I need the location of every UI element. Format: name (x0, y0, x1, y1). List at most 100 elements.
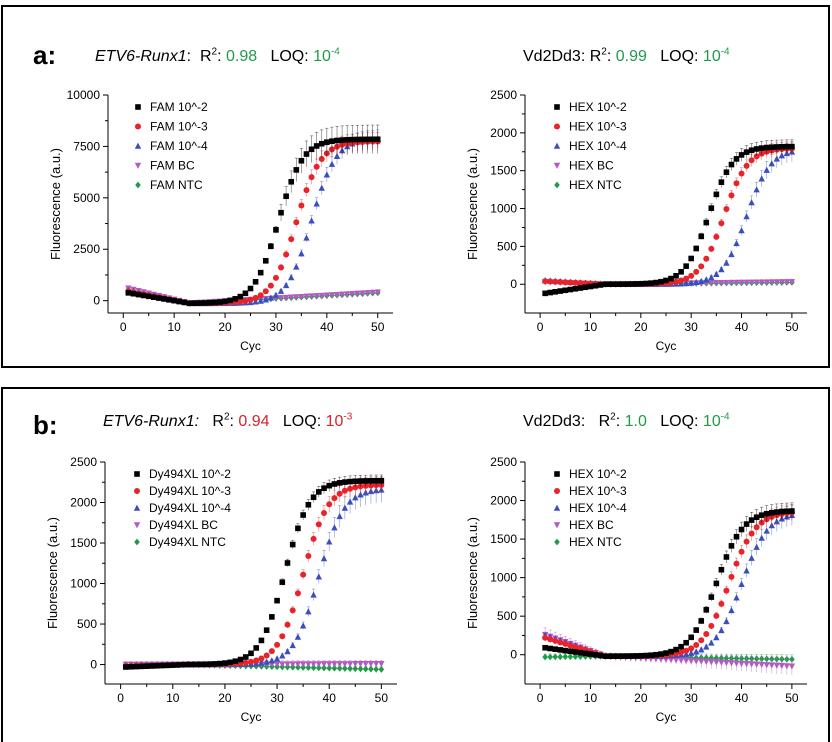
x-axis-label: Cyc (241, 710, 262, 724)
y-tick-label: 500 (77, 617, 97, 631)
y-tick-label: 1000 (490, 202, 517, 216)
data-point (248, 286, 254, 292)
data-point (176, 299, 182, 305)
r2-label: R (599, 413, 611, 430)
data-point (321, 661, 327, 667)
data-point (319, 141, 325, 147)
y-tick-label: 2000 (490, 126, 517, 140)
data-point (321, 510, 327, 516)
data-point (311, 494, 317, 500)
data-point (552, 289, 558, 295)
data-point (709, 205, 715, 211)
loq-label: LOQ: (660, 48, 698, 65)
data-point (378, 661, 384, 667)
data-point (295, 634, 301, 640)
data-point (729, 162, 735, 168)
legend-label: FAM 10^-3 (150, 120, 208, 134)
data-point (342, 661, 348, 667)
x-tick-label: 0 (120, 320, 127, 334)
loq-label: LOQ: (270, 48, 308, 65)
data-point (693, 246, 699, 252)
data-point (708, 639, 714, 645)
data-point (779, 144, 785, 150)
data-point (738, 227, 744, 233)
legend-marker (134, 488, 140, 494)
data-point (643, 653, 649, 659)
legend-marker (134, 539, 140, 546)
x-tick-label: 0 (117, 691, 124, 705)
legend-label: Dy494XL BC (149, 518, 218, 532)
x-tick-label: 10 (166, 691, 180, 705)
data-point (668, 649, 674, 655)
data-point (668, 276, 674, 282)
data-point (728, 251, 734, 257)
r2-value: 1.0 (625, 413, 647, 430)
data-point (598, 282, 604, 288)
data-point (744, 149, 750, 155)
r2-label: R (200, 48, 212, 65)
data-point (319, 185, 325, 191)
data-point (739, 170, 745, 176)
data-point (749, 157, 755, 163)
data-point (703, 631, 709, 637)
data-point (308, 217, 314, 223)
data-point (358, 478, 364, 484)
data-point (723, 206, 729, 212)
data-point (643, 281, 649, 287)
data-point (758, 535, 764, 541)
data-point (739, 152, 745, 158)
data-point (728, 192, 734, 198)
data-point (708, 246, 714, 252)
data-point (723, 588, 729, 594)
data-point (552, 653, 558, 660)
data-point (368, 478, 374, 484)
data-point (557, 647, 563, 653)
chart-a-left: 0 10 20 30 40 50025005000750010000CycFluoresc… (20, 80, 400, 365)
data-point (278, 210, 284, 216)
data-point (683, 263, 689, 269)
data-point (217, 299, 223, 305)
data-point (603, 281, 609, 287)
data-point (253, 658, 259, 664)
data-point (718, 627, 724, 633)
data-point (618, 653, 624, 659)
data-point (608, 653, 614, 659)
data-point (370, 136, 376, 142)
legend-marker (554, 505, 560, 511)
data-point (357, 661, 363, 667)
data-point (713, 634, 719, 640)
data-point (149, 663, 155, 669)
data-point (743, 213, 749, 219)
data-point (749, 147, 755, 153)
data-point (283, 193, 289, 199)
legend-label: HEX 10^-4 (569, 139, 627, 153)
data-point (693, 627, 699, 633)
legend-marker (554, 539, 560, 546)
loq-value: 10-3 (326, 413, 353, 430)
legend-label: HEX 10^-4 (569, 501, 627, 515)
data-point (248, 659, 254, 665)
legend-marker (554, 163, 560, 169)
legend-marker (554, 488, 560, 494)
data-point (278, 288, 284, 294)
data-point (663, 650, 669, 656)
legend-label: Dy494XL NTC (149, 535, 226, 549)
data-point (688, 645, 694, 651)
data-point (263, 288, 269, 294)
data-point (744, 539, 750, 545)
data-point (703, 607, 709, 613)
data-point (160, 663, 166, 669)
data-point (316, 573, 322, 579)
x-tick-label: 40 (323, 691, 337, 705)
data-point (222, 660, 228, 666)
data-point (744, 521, 750, 527)
legend-marker (554, 471, 560, 477)
data-point (316, 489, 322, 495)
data-point (724, 169, 730, 175)
data-point (714, 581, 720, 587)
data-point (658, 651, 664, 657)
data-point (316, 521, 322, 527)
data-point (738, 581, 744, 587)
data-point (789, 508, 795, 514)
x-tick-label: 40 (735, 691, 749, 705)
